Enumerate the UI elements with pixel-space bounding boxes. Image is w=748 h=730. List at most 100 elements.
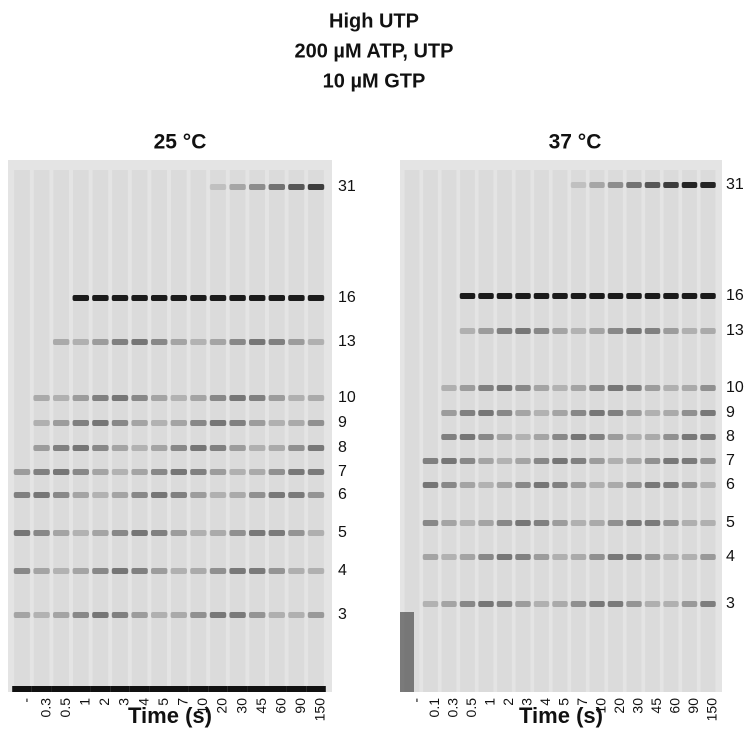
band bbox=[209, 420, 227, 426]
band bbox=[552, 520, 568, 526]
band bbox=[607, 410, 624, 416]
band bbox=[570, 182, 587, 188]
band bbox=[31, 686, 52, 692]
lane-label: 1 bbox=[482, 698, 498, 706]
band bbox=[441, 520, 457, 526]
band bbox=[478, 293, 494, 299]
band bbox=[626, 520, 642, 526]
band bbox=[552, 482, 568, 488]
band bbox=[700, 182, 716, 188]
band bbox=[570, 434, 587, 440]
band bbox=[149, 686, 169, 692]
band bbox=[626, 328, 642, 334]
band bbox=[570, 554, 587, 560]
band bbox=[607, 434, 624, 440]
lane-smear bbox=[589, 170, 605, 692]
band bbox=[248, 295, 266, 301]
band bbox=[150, 568, 168, 574]
band bbox=[288, 395, 305, 401]
band bbox=[150, 469, 168, 475]
lane-smear bbox=[682, 170, 697, 692]
band bbox=[209, 469, 227, 475]
lane-smear bbox=[53, 170, 70, 692]
band bbox=[496, 482, 513, 488]
band bbox=[33, 612, 50, 618]
band bbox=[229, 395, 246, 401]
band bbox=[478, 328, 494, 334]
band bbox=[441, 410, 457, 416]
band bbox=[663, 182, 679, 188]
lane-smear bbox=[626, 170, 642, 692]
gels: 25 °C- 0.3 0.5 1 2 3 4 5 7 10 20 30 45 60 90 1503116131… bbox=[8, 131, 744, 728]
band bbox=[286, 686, 307, 692]
band bbox=[626, 554, 642, 560]
band bbox=[190, 469, 207, 475]
size-marker: 10 bbox=[726, 379, 744, 396]
band bbox=[589, 601, 605, 607]
lane-label: 5 bbox=[155, 698, 171, 706]
band bbox=[268, 492, 286, 498]
band bbox=[52, 339, 70, 345]
band bbox=[33, 420, 50, 426]
band bbox=[552, 601, 568, 607]
band bbox=[589, 458, 605, 464]
band bbox=[478, 554, 494, 560]
band bbox=[190, 339, 207, 345]
band bbox=[111, 339, 129, 345]
lane-label: 60 bbox=[667, 698, 683, 714]
band bbox=[478, 482, 494, 488]
band bbox=[663, 601, 679, 607]
band bbox=[515, 520, 531, 526]
panel-title: 37 °C bbox=[549, 131, 602, 154]
band bbox=[552, 385, 568, 391]
band bbox=[644, 458, 661, 464]
band bbox=[681, 520, 698, 526]
band bbox=[72, 492, 90, 498]
band bbox=[248, 184, 266, 190]
band bbox=[51, 686, 71, 692]
band bbox=[131, 339, 148, 345]
lane-label: 4 bbox=[537, 698, 553, 706]
band bbox=[700, 601, 716, 607]
band bbox=[72, 420, 90, 426]
band bbox=[248, 612, 266, 618]
band bbox=[644, 434, 661, 440]
lane-smear bbox=[571, 170, 586, 692]
band bbox=[441, 601, 457, 607]
band bbox=[700, 410, 716, 416]
band bbox=[129, 686, 150, 692]
band bbox=[190, 445, 207, 451]
band bbox=[459, 520, 476, 526]
band bbox=[288, 445, 305, 451]
band bbox=[533, 482, 550, 488]
band bbox=[700, 482, 716, 488]
band bbox=[626, 434, 642, 440]
size-marker: 3 bbox=[726, 595, 735, 612]
band bbox=[52, 530, 70, 536]
lane-label: 150 bbox=[312, 698, 328, 722]
band bbox=[190, 395, 207, 401]
band bbox=[663, 520, 679, 526]
band bbox=[307, 339, 325, 345]
lane-label: 4 bbox=[135, 698, 151, 706]
band bbox=[131, 530, 148, 536]
band bbox=[681, 328, 698, 334]
band bbox=[111, 295, 129, 301]
band bbox=[170, 469, 188, 475]
band bbox=[268, 445, 286, 451]
size-marker: 9 bbox=[338, 414, 347, 431]
band bbox=[170, 612, 188, 618]
size-marker: 8 bbox=[726, 428, 735, 445]
lane-label: 150 bbox=[704, 698, 720, 722]
lane-smear bbox=[14, 170, 30, 692]
band bbox=[533, 601, 550, 607]
band bbox=[248, 492, 266, 498]
band bbox=[131, 492, 148, 498]
size-marker: 9 bbox=[726, 404, 735, 421]
band bbox=[307, 420, 325, 426]
band bbox=[268, 612, 286, 618]
band bbox=[131, 469, 148, 475]
band bbox=[111, 530, 129, 536]
band bbox=[33, 395, 50, 401]
band bbox=[72, 445, 90, 451]
